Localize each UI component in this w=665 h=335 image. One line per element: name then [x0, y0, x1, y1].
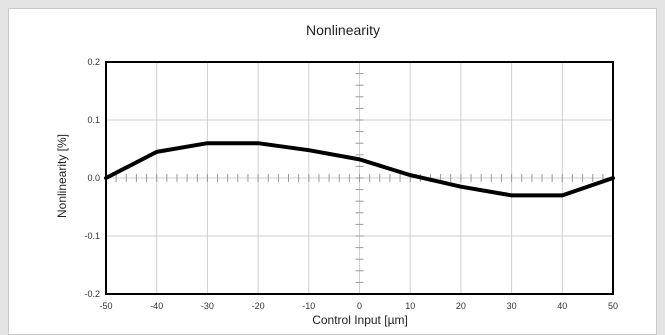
x-tick-labels: -50 -40 -30 -20 -10 0 10 20 30 40 50 [99, 301, 618, 311]
x-tick-label: 10 [405, 301, 415, 311]
y-axis-label: Nonlinearity [%] [55, 134, 69, 218]
x-tick-label: -30 [201, 301, 214, 311]
y-tick-label: -0.2 [84, 289, 100, 299]
y-tick-label: 0.0 [87, 173, 100, 183]
x-tick-label: 30 [507, 301, 517, 311]
nonlinearity-line [104, 141, 615, 198]
y-tick-label: -0.1 [84, 231, 100, 241]
y-tick-labels: -0.2 -0.1 0.0 0.1 0.2 [84, 57, 100, 299]
chart-title: Nonlinearity [306, 22, 380, 38]
x-tick-label: -40 [150, 301, 163, 311]
y-tick-label: 0.2 [87, 57, 100, 67]
x-tick-label: -10 [302, 301, 315, 311]
x-tick-label: 0 [357, 301, 362, 311]
y-tick-label: 0.1 [87, 115, 100, 125]
x-tick-label: -20 [252, 301, 265, 311]
x-tick-label: 50 [608, 301, 618, 311]
x-tick-label: 40 [557, 301, 567, 311]
x-axis-label: Control Input [µm] [312, 313, 408, 327]
x-tick-label: 20 [456, 301, 466, 311]
x-tick-label: -50 [99, 301, 112, 311]
